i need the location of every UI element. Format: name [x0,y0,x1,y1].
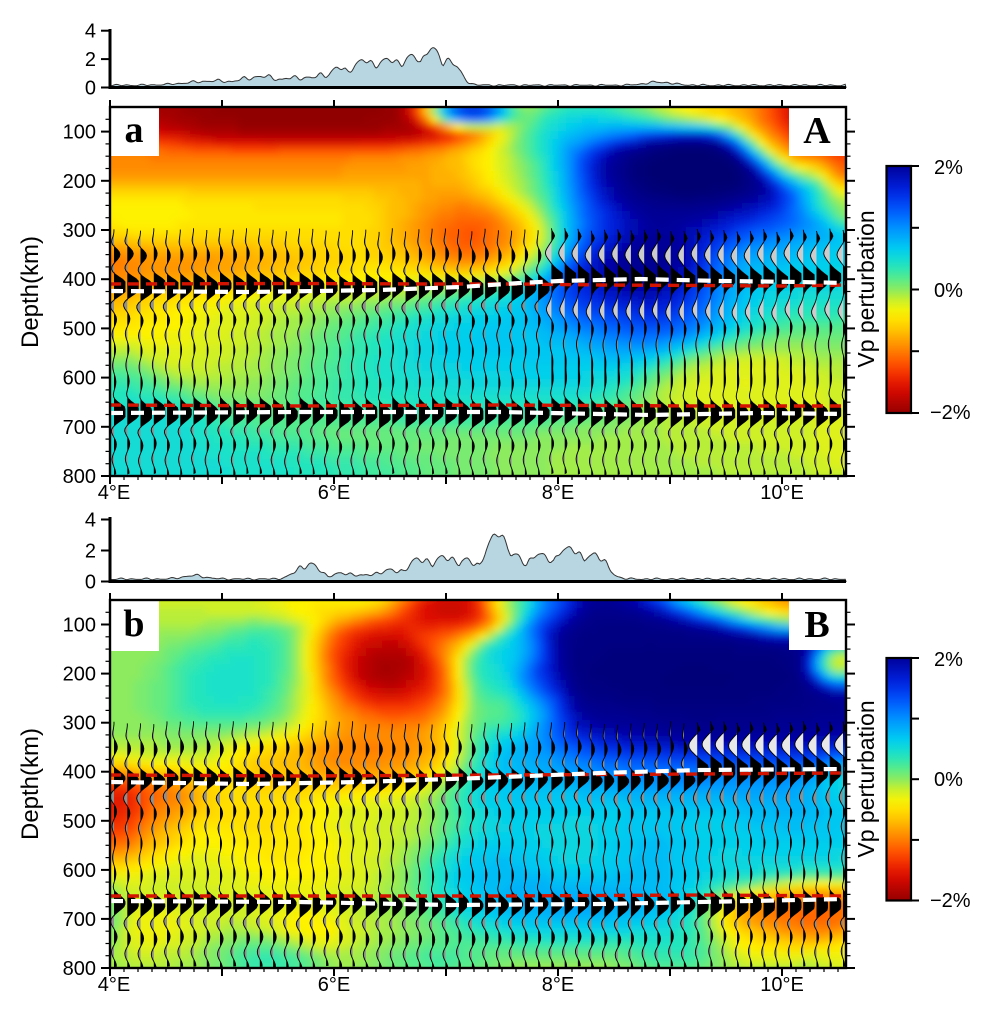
svg-text:8°E: 8°E [542,482,574,504]
svg-text:4: 4 [85,510,96,532]
svg-text:−2%: −2% [930,402,971,424]
svg-text:400: 400 [63,269,96,291]
svg-text:2%: 2% [934,649,963,671]
svg-text:200: 200 [63,664,96,686]
svg-text:4°E: 4°E [98,482,130,504]
svg-text:100: 100 [63,615,96,637]
svg-text:700: 700 [63,417,96,439]
svg-text:200: 200 [63,171,96,193]
svg-text:500: 500 [63,811,96,833]
svg-text:700: 700 [63,909,96,931]
svg-text:300: 300 [63,713,96,735]
svg-text:b: b [123,603,144,645]
svg-text:Depth(km): Depth(km) [17,236,44,348]
svg-text:4: 4 [85,21,96,43]
svg-text:6°E: 6°E [318,482,350,504]
svg-text:10°E: 10°E [760,974,804,996]
svg-text:−2%: −2% [930,890,971,912]
svg-text:B: B [804,604,829,646]
svg-text:10°E: 10°E [760,482,804,504]
svg-text:Vp perturbation: Vp perturbation [853,210,879,367]
svg-text:600: 600 [63,860,96,882]
svg-text:2: 2 [85,541,96,563]
svg-text:A: A [803,110,831,152]
svg-text:400: 400 [63,762,96,784]
svg-text:0%: 0% [934,280,963,302]
svg-text:8°E: 8°E [542,974,574,996]
svg-text:100: 100 [63,122,96,144]
svg-text:6°E: 6°E [318,974,350,996]
svg-text:300: 300 [63,220,96,242]
svg-text:500: 500 [63,318,96,340]
svg-text:0%: 0% [934,769,963,791]
svg-text:2: 2 [85,49,96,71]
svg-text:0: 0 [85,78,96,100]
svg-text:600: 600 [63,368,96,390]
svg-text:2%: 2% [934,157,963,179]
svg-text:800: 800 [63,958,96,980]
svg-text:800: 800 [63,466,96,488]
svg-text:a: a [125,109,144,151]
svg-text:0: 0 [85,572,96,594]
svg-text:Vp perturbation: Vp perturbation [853,700,879,857]
svg-text:4°E: 4°E [98,974,130,996]
svg-text:Depth(km): Depth(km) [17,728,44,840]
